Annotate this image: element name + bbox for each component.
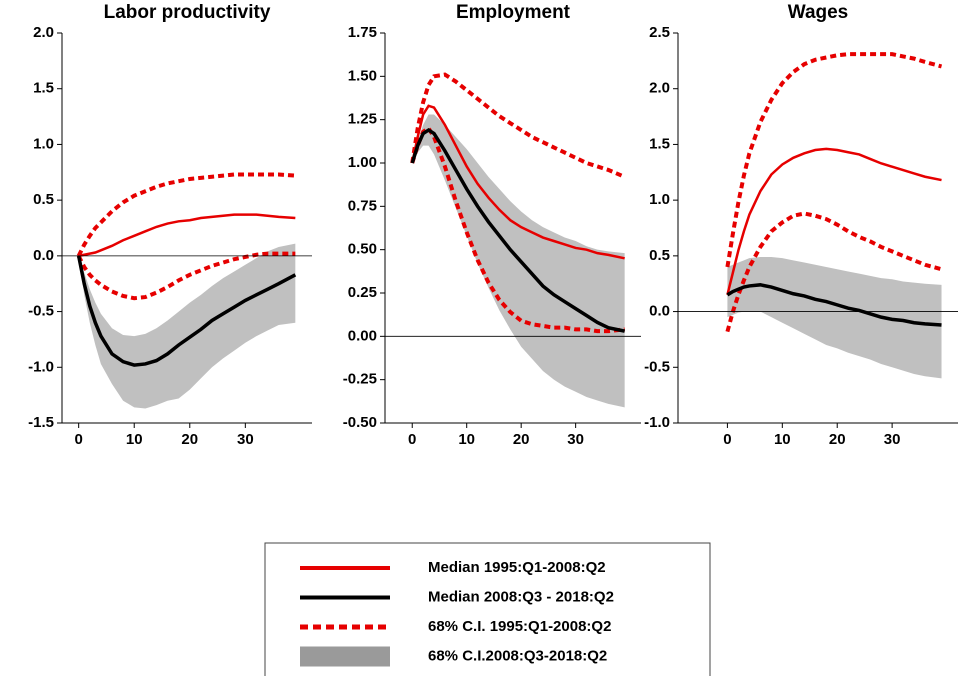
y-tick-label: 2.0 [33, 24, 54, 41]
y-tick-label: -0.50 [343, 414, 377, 431]
median-line [76, 255, 297, 367]
median-line [726, 283, 942, 327]
x-tick-label: 10 [458, 431, 475, 448]
ci-band [78, 243, 296, 409]
median-line [726, 147, 942, 296]
y-tick-label: 2.0 [649, 80, 670, 97]
ci-line [725, 211, 943, 333]
x-tick-label: 20 [181, 431, 198, 448]
y-tick-label: 1.00 [348, 154, 377, 171]
ci-line [76, 251, 296, 301]
x-tick-label: 10 [126, 431, 143, 448]
chart-title: Labor productivity [104, 2, 271, 23]
x-tick-label: 0 [408, 431, 416, 448]
x-tick-label: 30 [237, 431, 254, 448]
median-line [410, 127, 626, 333]
y-tick-label: 1.0 [33, 135, 54, 152]
y-tick-label: 0.50 [348, 241, 377, 258]
legend-label: 68% C.I.2008:Q3-2018:Q2 [428, 647, 607, 664]
ci-line [725, 52, 943, 268]
y-tick-label: 1.50 [348, 67, 377, 84]
ci-line [410, 72, 626, 179]
x-tick-label: 0 [723, 431, 731, 448]
ci-band [727, 256, 942, 379]
x-tick-label: 10 [774, 431, 791, 448]
y-tick-label: 1.25 [348, 111, 377, 128]
x-tick-label: 0 [74, 431, 82, 448]
y-tick-label: 2.5 [649, 24, 670, 41]
legend-label: Median 1995:Q1-2008:Q2 [428, 559, 606, 576]
y-tick-label: -0.25 [343, 371, 377, 388]
y-tick-label: -0.5 [28, 303, 54, 320]
median-line [411, 104, 625, 260]
y-tick-label: 0.5 [649, 247, 670, 264]
y-tick-label: -1.0 [28, 358, 54, 375]
y-tick-label: 1.75 [348, 24, 377, 41]
x-tick-label: 30 [567, 431, 584, 448]
legend-label: 68% C.I. 1995:Q1-2008:Q2 [428, 618, 611, 635]
y-tick-label: 1.5 [33, 80, 54, 97]
y-tick-label: 0.0 [33, 247, 54, 264]
y-tick-label: 1.5 [649, 135, 670, 152]
y-tick-label: -1.5 [28, 414, 54, 431]
y-tick-label: 0.0 [649, 303, 670, 320]
y-tick-label: 0.00 [348, 327, 377, 344]
chart-title: Employment [456, 2, 571, 23]
y-tick-label: 1.0 [649, 191, 670, 208]
y-tick-label: -0.5 [644, 358, 670, 375]
x-tick-label: 20 [513, 431, 530, 448]
legend-label: Median 2008:Q3 - 2018:Q2 [428, 588, 614, 605]
y-tick-label: 0.5 [33, 191, 54, 208]
median-line [78, 213, 296, 258]
legend-swatch [300, 646, 390, 667]
ci-line [76, 172, 296, 257]
chart-title: Wages [788, 2, 849, 23]
y-tick-label: -1.0 [644, 414, 670, 431]
y-tick-label: 0.25 [348, 284, 377, 301]
y-tick-label: 0.75 [348, 197, 377, 214]
x-tick-label: 30 [884, 431, 901, 448]
x-tick-label: 20 [829, 431, 846, 448]
